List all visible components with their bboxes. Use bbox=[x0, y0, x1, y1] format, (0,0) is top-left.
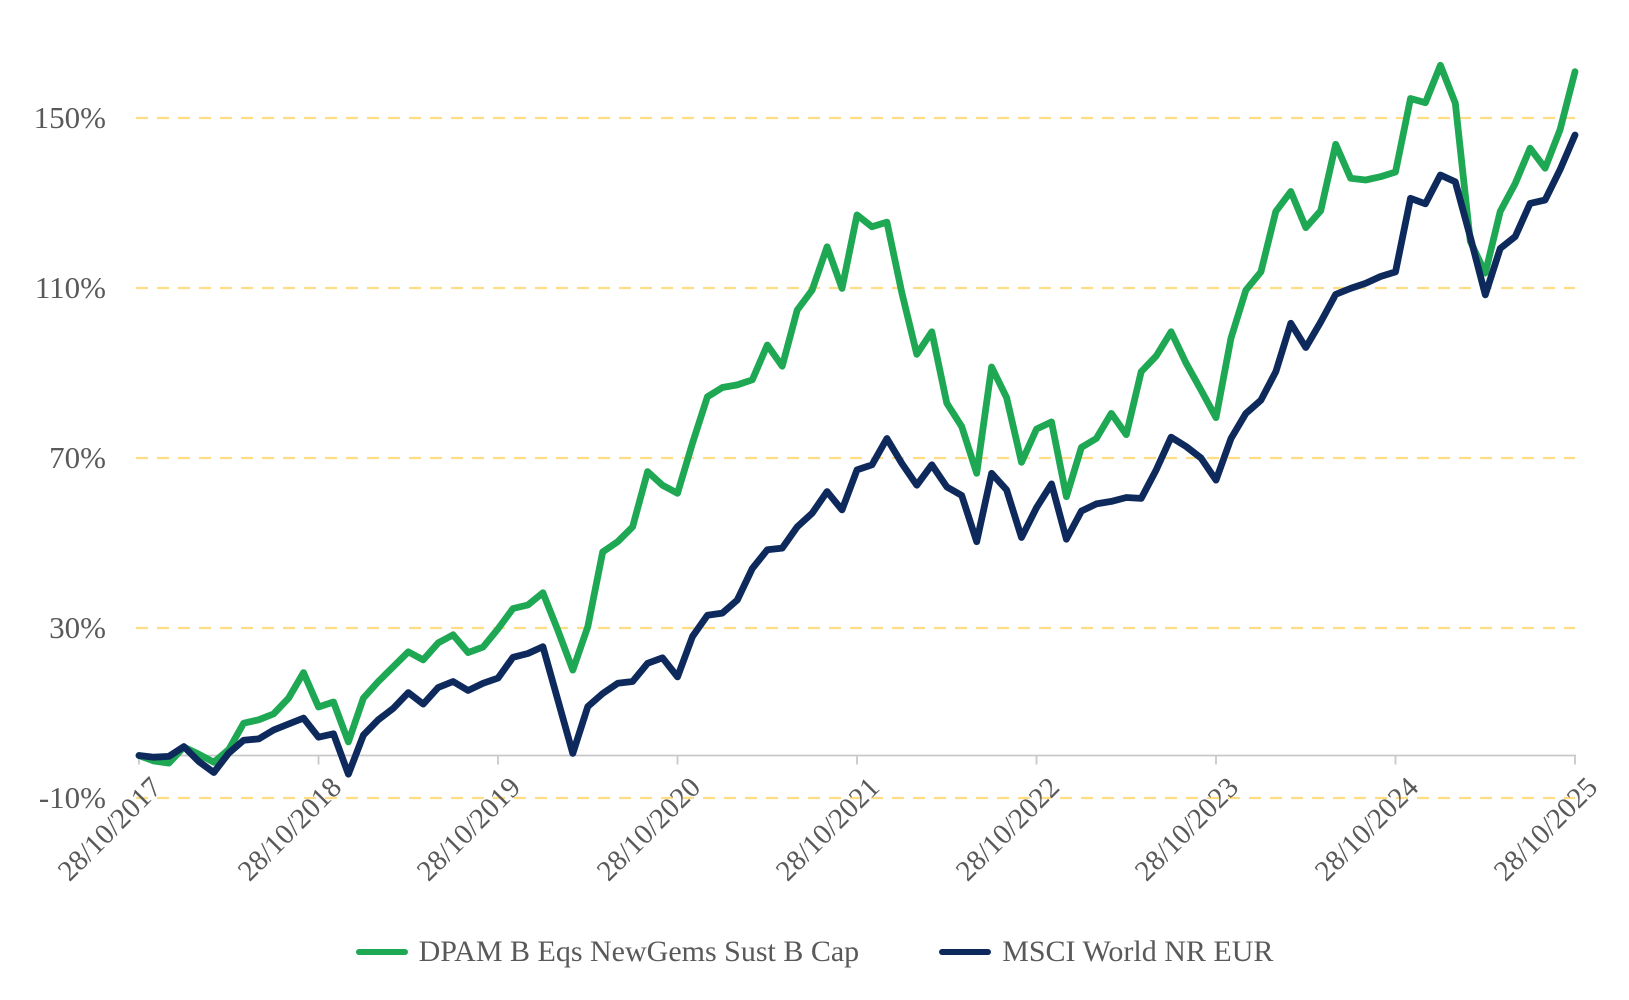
legend-item-msci: MSCI World NR EUR bbox=[939, 935, 1273, 969]
legend-item-dpam: DPAM B Eqs NewGems Sust B Cap bbox=[355, 935, 860, 969]
y-axis-label: 150% bbox=[33, 100, 106, 135]
y-axis-label: 70% bbox=[49, 440, 106, 475]
dpam-line-swatch-icon bbox=[355, 949, 408, 955]
legend-label-dpam: DPAM B Eqs NewGems Sust B Cap bbox=[418, 935, 860, 968]
legend-label-msci: MSCI World NR EUR bbox=[1002, 935, 1274, 968]
y-axis-label: 110% bbox=[34, 270, 106, 305]
legend: DPAM B Eqs NewGems Sust B Cap MSCI World… bbox=[0, 929, 1629, 975]
y-axis-label: -10% bbox=[38, 780, 106, 815]
series-line-msci bbox=[135, 131, 1579, 778]
msci-line-swatch-icon bbox=[939, 949, 992, 955]
y-axis-label: 30% bbox=[49, 610, 106, 645]
series-line-dpam bbox=[135, 61, 1579, 767]
